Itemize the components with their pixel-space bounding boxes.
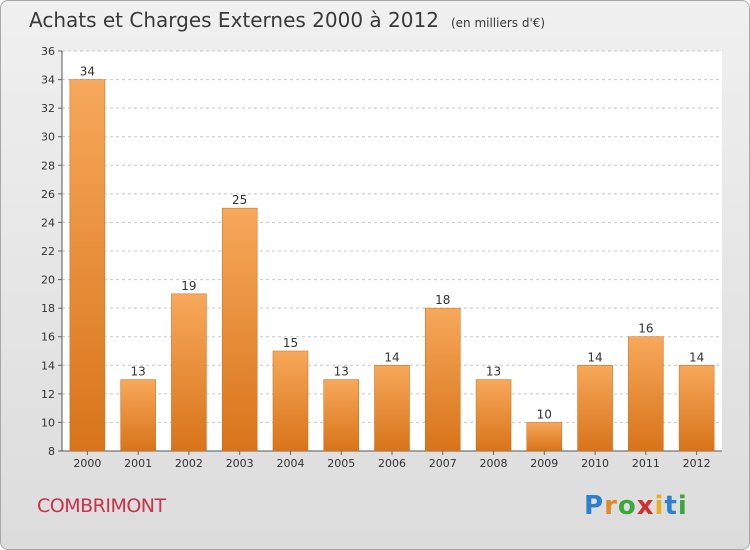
bar [374, 365, 410, 452]
y-tick-label: 26 [41, 188, 55, 201]
y-tick-label: 36 [41, 45, 55, 58]
x-tick-label: 2003 [226, 457, 254, 470]
y-tick-label: 24 [41, 216, 55, 229]
bar [425, 307, 461, 452]
data-label: 25 [232, 193, 247, 207]
data-label: 16 [638, 322, 653, 336]
data-label: 13 [486, 365, 501, 379]
x-tick-label: 2011 [632, 457, 660, 470]
y-tick-label: 20 [41, 274, 55, 287]
data-label: 10 [537, 407, 552, 421]
x-tick-label: 2009 [530, 457, 558, 470]
bar [221, 207, 258, 452]
y-tick-label: 32 [41, 102, 55, 115]
x-tick-label: 2012 [683, 457, 711, 470]
bar [171, 293, 207, 452]
y-tick-label: 30 [41, 131, 55, 144]
bar [272, 350, 309, 452]
data-label: 34 [80, 65, 95, 79]
chart-title-text: Achats et Charges Externes 2000 à 2012 [29, 8, 439, 32]
x-tick-label: 2010 [581, 457, 609, 470]
bar [526, 422, 563, 452]
data-label: 15 [283, 336, 298, 350]
x-tick-label: 2005 [327, 457, 355, 470]
y-tick-label: 10 [41, 416, 55, 429]
y-tick-label: 34 [41, 74, 55, 87]
y-tick-label: 18 [41, 302, 55, 315]
x-tick-label: 2001 [124, 457, 152, 470]
data-label: 13 [334, 365, 349, 379]
y-tick-label: 14 [41, 359, 55, 372]
x-tick-label: 2008 [480, 457, 508, 470]
bar [678, 365, 715, 452]
x-tick-label: 2004 [276, 457, 304, 470]
y-tick-label: 16 [41, 331, 55, 344]
bar [120, 379, 156, 452]
y-tick-label: 28 [41, 159, 55, 172]
y-tick-label: 12 [41, 388, 55, 401]
x-tick-label: 2006 [378, 457, 406, 470]
x-tick-label: 2000 [73, 457, 101, 470]
proxiti-logo: Proxiti [584, 491, 688, 521]
data-label: 14 [587, 350, 602, 364]
data-label: 13 [131, 365, 146, 379]
data-label: 14 [689, 350, 704, 364]
data-label: 19 [181, 279, 196, 293]
data-label: 18 [435, 293, 450, 307]
x-tick-label: 2007 [429, 457, 457, 470]
x-tick-label: 2002 [175, 457, 203, 470]
chart-title: Achats et Charges Externes 2000 à 2012 (e… [29, 8, 545, 32]
bar [628, 336, 664, 452]
y-tick-label: 22 [41, 245, 55, 258]
chart-unit: (en milliers d'€) [450, 16, 546, 30]
bar [475, 379, 512, 452]
bar [69, 79, 106, 452]
commune-name: COMBRIMONT [37, 495, 166, 517]
bar [577, 365, 613, 452]
y-tick-label: 8 [48, 445, 55, 458]
data-label: 14 [384, 350, 399, 364]
bar [323, 379, 359, 452]
